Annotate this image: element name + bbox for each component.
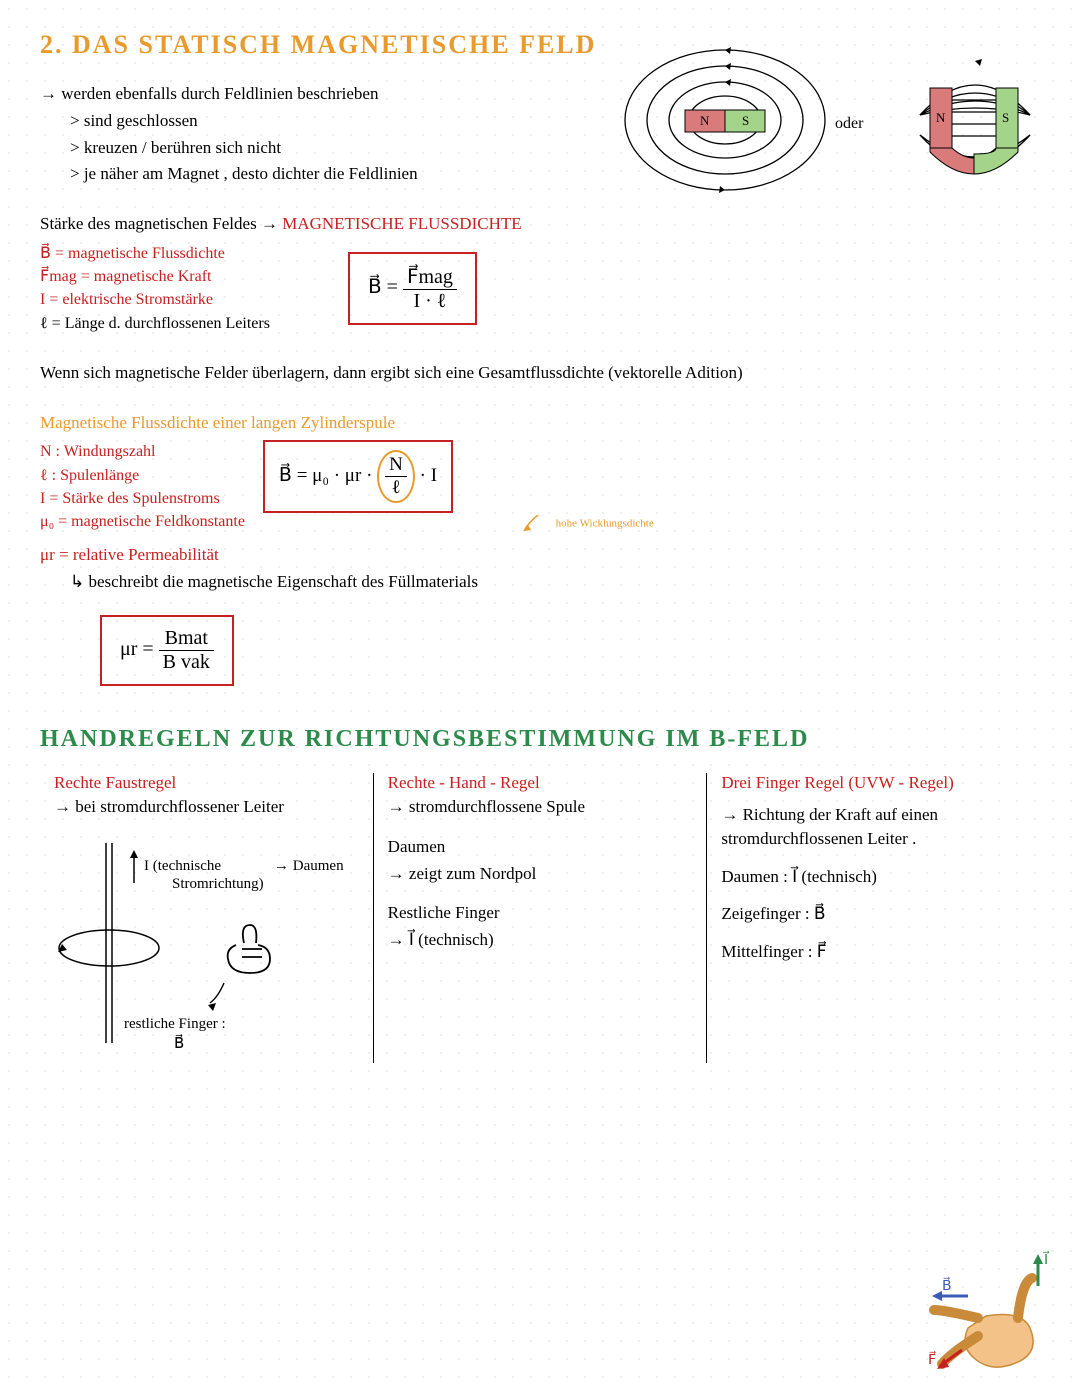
f2-pre: B⃗ = μ₀ · μr · bbox=[279, 465, 377, 486]
l2-mu0: μ₀ = magnetische Feldkonstante bbox=[40, 510, 245, 533]
strength-red: MAGNETISCHE FLUSSDICHTE bbox=[282, 214, 521, 233]
c3-title: Drei Finger Regel (UVW - Regel) bbox=[721, 773, 1026, 793]
magnets-svg: N S oder N S bbox=[620, 40, 1050, 210]
strength-pre: Stärke des magnetischen Feldes → bbox=[40, 214, 282, 233]
faustregel-svg: I (technische Stromrichtung) → Daumen re… bbox=[54, 828, 344, 1058]
c1-title: Rechte Faustregel bbox=[54, 773, 359, 793]
l2-i: I = Stärke des Spulenstroms bbox=[40, 487, 245, 510]
c1-sub: → bei stromdurchflossener Leiter bbox=[54, 795, 359, 819]
wick-note: hohe Wicklungsdichte bbox=[523, 515, 654, 533]
col-rechte-hand: Rechte - Hand - Regel → stromdurchflosse… bbox=[374, 773, 708, 1063]
f3-den: B vak bbox=[159, 651, 214, 674]
formula-solenoid: B⃗ = μ₀ · μr · N ℓ · I bbox=[263, 440, 453, 513]
c3-sub: → Richtung der Kraft auf einen stromdurc… bbox=[721, 803, 1026, 851]
f1-num: F⃗mag bbox=[403, 264, 457, 290]
svg-text:N: N bbox=[700, 113, 710, 128]
c2-sub: → stromdurchflossene Spule bbox=[388, 795, 693, 819]
f1-lhs: B⃗ = bbox=[368, 276, 398, 298]
f3-num: Bmat bbox=[159, 627, 214, 651]
svg-text:B⃗: B⃗ bbox=[174, 1033, 184, 1052]
col-dreifinger: Drei Finger Regel (UVW - Regel) → Richtu… bbox=[707, 773, 1040, 1063]
legend-b: B⃗ = magnetische Flussdichte bbox=[40, 242, 270, 265]
mur-label: μr = relative Permeabilität bbox=[40, 543, 1040, 567]
formula-flux-density: B⃗ = F⃗mag I · ℓ bbox=[348, 252, 477, 325]
svg-text:Stromrichtung): Stromrichtung) bbox=[172, 876, 264, 892]
strength-line: Stärke des magnetischen Feldes → MAGNETI… bbox=[40, 212, 1040, 236]
svg-text:F⃗: F⃗ bbox=[928, 1350, 936, 1368]
svg-text:B⃗: B⃗ bbox=[942, 1276, 952, 1294]
mur-desc: ↳ beschreibt die magnetische Eigenschaft… bbox=[70, 570, 1040, 594]
zylinder-title: Magnetische Flussdichte einer langen Zyl… bbox=[40, 411, 1040, 435]
svg-text:N: N bbox=[936, 110, 946, 125]
c2-rh: Restliche Finger bbox=[388, 901, 693, 925]
c3-z: Zeigefinger : B⃗ bbox=[721, 902, 1026, 926]
f2-post: · I bbox=[420, 465, 437, 486]
f1-den: I · ℓ bbox=[403, 290, 457, 313]
three-columns: Rechte Faustregel → bei stromdurchflosse… bbox=[40, 773, 1040, 1063]
formula-mur: μr = Bmat B vak bbox=[100, 615, 234, 686]
col-faustregel: Rechte Faustregel → bei stromdurchflosse… bbox=[40, 773, 374, 1063]
l2-n: N : Windungszahl bbox=[40, 440, 245, 463]
f2-den: ℓ bbox=[385, 477, 407, 499]
svg-text:restliche Finger :: restliche Finger : bbox=[124, 1016, 226, 1032]
svg-text:S: S bbox=[742, 113, 749, 128]
overlay-text: Wenn sich magnetische Felder überlagern,… bbox=[40, 361, 800, 385]
three-finger-hand-svg: I⃗ B⃗ F⃗ bbox=[926, 1246, 1056, 1376]
svg-text:I⃗: I⃗ bbox=[1043, 1250, 1050, 1268]
c2-title: Rechte - Hand - Regel bbox=[388, 773, 693, 793]
legend-2: N : Windungszahl ℓ : Spulenlänge I = Stä… bbox=[40, 440, 245, 533]
c2-d: → zeigt zum Nordpol bbox=[388, 862, 693, 886]
svg-text:I (technische: I (technische bbox=[144, 858, 221, 874]
l2-l: ℓ : Spulenlänge bbox=[40, 464, 245, 487]
f3-lhs: μr = bbox=[120, 638, 159, 660]
legend-1: B⃗ = magnetische Flussdichte F⃗mag = mag… bbox=[40, 242, 270, 335]
svg-text:→ Daumen: → Daumen bbox=[274, 858, 344, 874]
legend-i: I = elektrische Stromstärke bbox=[40, 288, 270, 311]
magnet-diagrams: N S oder N S bbox=[620, 40, 1050, 210]
legend-l: ℓ = Länge d. durchflossenen Leiters bbox=[40, 312, 270, 335]
svg-text:S: S bbox=[1002, 110, 1009, 125]
legend-f: F⃗mag = magnetische Kraft bbox=[40, 265, 270, 288]
f2-num: N bbox=[385, 454, 407, 477]
c2-r: → I⃗ (technisch) bbox=[388, 928, 693, 952]
svg-text:oder: oder bbox=[835, 115, 864, 132]
c3-d: Daumen : I⃗ (technisch) bbox=[721, 865, 1026, 889]
c2-dh: Daumen bbox=[388, 835, 693, 859]
handregeln-title: HANDREGELN ZUR RICHTUNGSBESTIMMUNG IM B-… bbox=[40, 726, 1040, 753]
c3-m: Mittelfinger : F⃗ bbox=[721, 940, 1026, 964]
